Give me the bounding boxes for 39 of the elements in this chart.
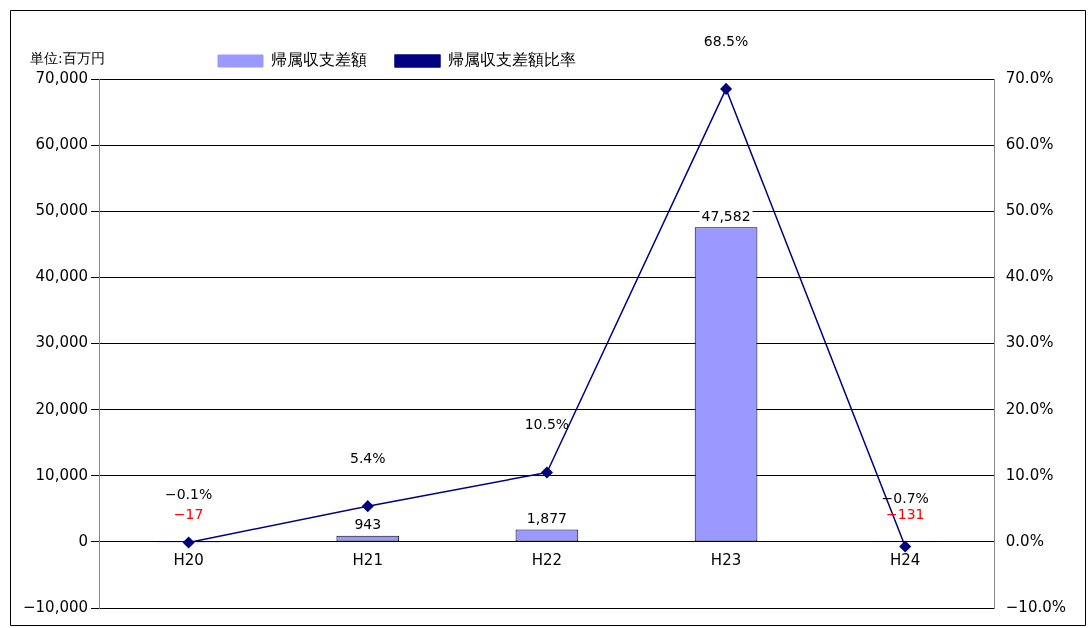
data-label: 5.4% (349, 449, 386, 466)
y2-tick-label: 0.0% (1005, 531, 1044, 550)
y-tick-label: 30,000 (35, 333, 89, 352)
point (899, 540, 911, 553)
data-label: −17 (173, 505, 204, 522)
y-tick-label: 50,000 (35, 201, 89, 220)
point (182, 536, 195, 549)
data-label: 1,877 (526, 510, 567, 527)
x-tick-label: H23 (710, 550, 742, 569)
x-tick-label: H21 (352, 550, 383, 569)
y-tick-label: 0 (78, 531, 89, 550)
y-tick-label: 10,000 (35, 465, 89, 484)
y-tick-label: 60,000 (35, 135, 89, 154)
x-tick-label: H22 (531, 550, 563, 569)
y2-tick-label: −10.0% (1005, 597, 1067, 616)
y-tick-label: 70,000 (35, 68, 89, 87)
legend-label: 帰属収支差額 (271, 50, 367, 70)
data-label: 68.5% (703, 32, 749, 49)
y2-tick-label: 10.0% (1005, 465, 1054, 484)
data-label: 47,582 (701, 207, 751, 224)
y2-tick-label: 50.0% (1005, 201, 1054, 220)
legend-label: 帰属収支差額比率 (448, 50, 576, 70)
y-tick-label: −10,000 (22, 597, 89, 616)
y2-tick-label: 70.0% (1005, 68, 1054, 87)
point (541, 466, 553, 479)
data-label: 943 (354, 516, 382, 533)
point (720, 83, 732, 95)
y2-tick-label: 20.0% (1005, 399, 1054, 418)
y2-tick-label: 40.0% (1005, 267, 1054, 286)
x-tick-label: H20 (173, 550, 204, 569)
x-tick-label: H24 (890, 550, 921, 569)
data-label: 10.5% (524, 416, 570, 433)
y2-tick-label: 30.0% (1005, 333, 1054, 352)
y-tick-label: 20,000 (35, 399, 89, 418)
data-label: −0.1% (164, 486, 213, 503)
text: 単位:百万円 (30, 49, 105, 66)
y-tick-label: 40,000 (35, 267, 89, 286)
point (362, 500, 374, 512)
y2-tick-label: 60.0% (1005, 135, 1054, 154)
